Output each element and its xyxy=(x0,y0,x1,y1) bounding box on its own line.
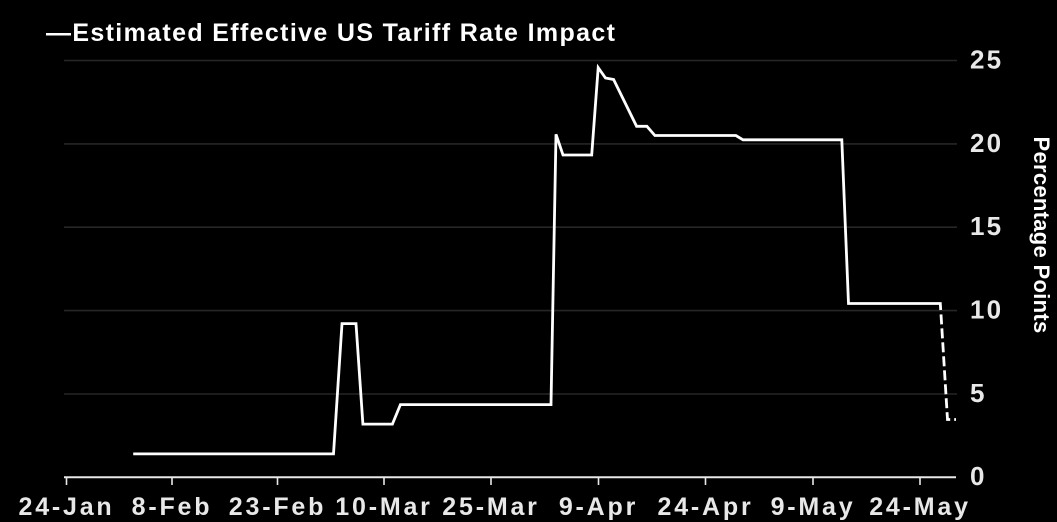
svg-text:23-Feb: 23-Feb xyxy=(229,493,326,521)
svg-text:5: 5 xyxy=(970,378,987,408)
svg-text:20: 20 xyxy=(970,128,1003,158)
svg-text:10: 10 xyxy=(970,295,1003,325)
svg-text:25: 25 xyxy=(970,45,1003,75)
svg-text:24-Jan: 24-Jan xyxy=(18,493,114,521)
svg-text:Percentage Points: Percentage Points xyxy=(1029,136,1054,333)
svg-text:0: 0 xyxy=(970,461,987,491)
svg-text:8-Feb: 8-Feb xyxy=(132,493,213,521)
svg-text:15: 15 xyxy=(970,211,1003,241)
svg-text:9-May: 9-May xyxy=(771,493,856,521)
svg-text:—Estimated Effective US Tariff: —Estimated Effective US Tariff Rate Impa… xyxy=(46,19,616,47)
svg-text:9-Apr: 9-Apr xyxy=(559,493,638,521)
svg-text:10-Mar: 10-Mar xyxy=(335,493,432,521)
svg-text:24-May: 24-May xyxy=(869,493,971,521)
svg-text:24-Apr: 24-Apr xyxy=(658,493,754,521)
svg-text:25-Mar: 25-Mar xyxy=(442,493,539,521)
